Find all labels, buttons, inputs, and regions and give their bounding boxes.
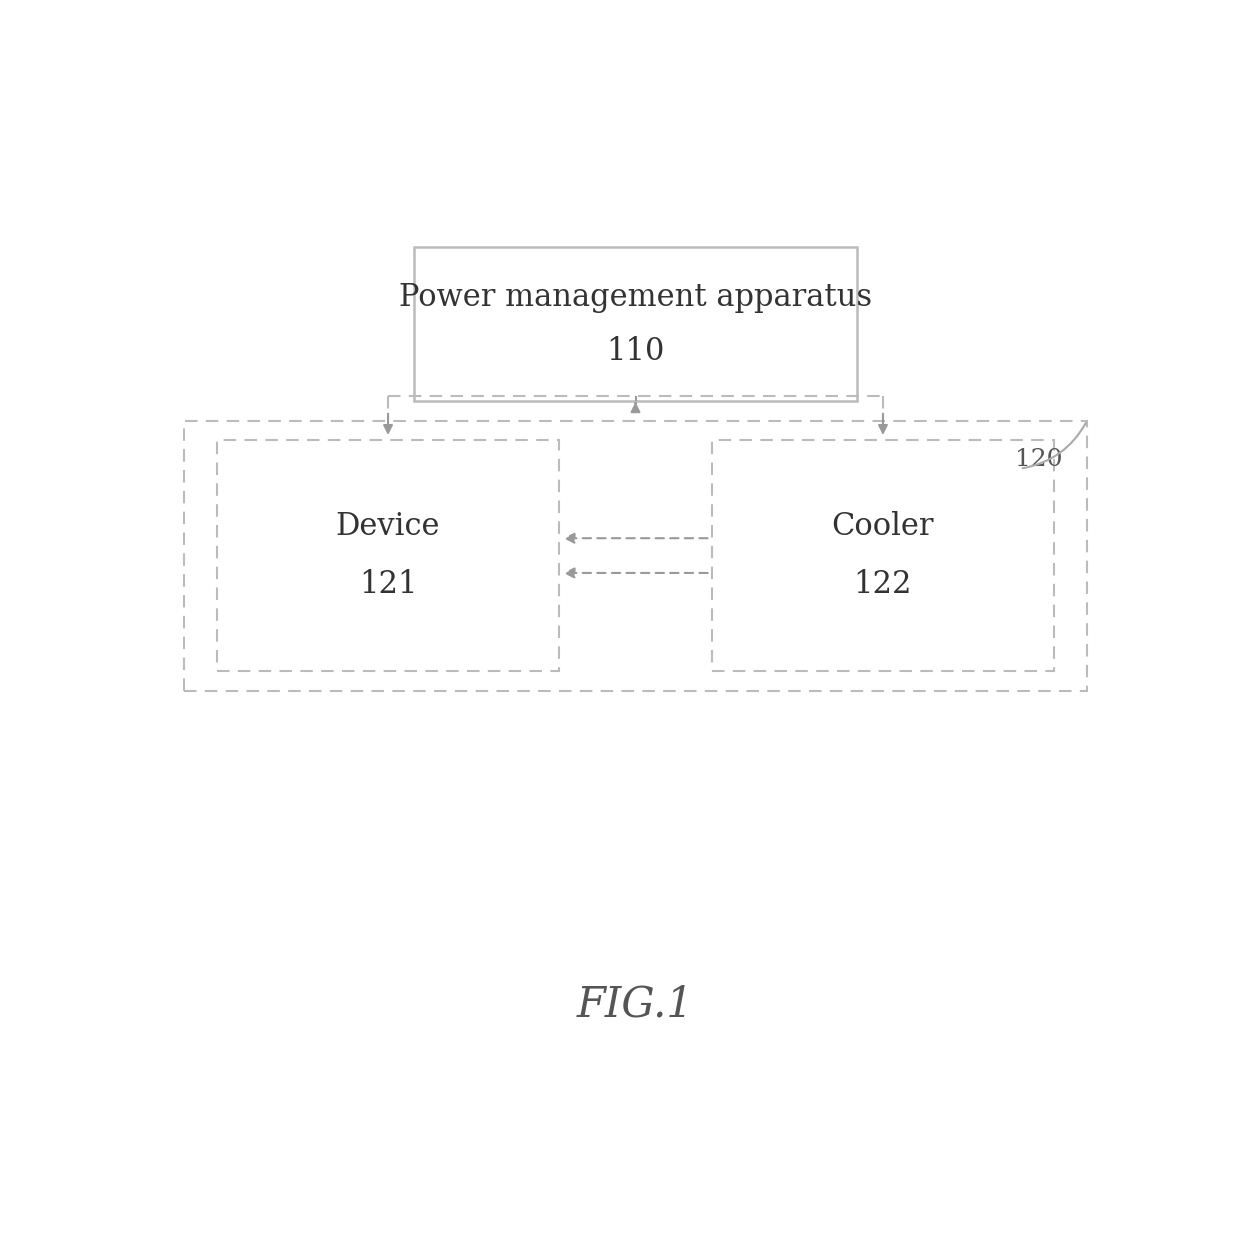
Text: Power management apparatus: Power management apparatus — [399, 282, 872, 312]
Text: 122: 122 — [853, 569, 913, 600]
Bar — [184, 421, 1087, 690]
Bar — [217, 440, 558, 672]
Text: 110: 110 — [606, 336, 665, 367]
FancyBboxPatch shape — [414, 247, 857, 401]
Text: Device: Device — [336, 511, 440, 543]
Bar — [712, 440, 1054, 672]
Text: 121: 121 — [358, 569, 418, 600]
Text: Cooler: Cooler — [832, 511, 934, 543]
Text: 120: 120 — [1016, 447, 1063, 471]
Text: FIG.1: FIG.1 — [577, 984, 694, 1025]
